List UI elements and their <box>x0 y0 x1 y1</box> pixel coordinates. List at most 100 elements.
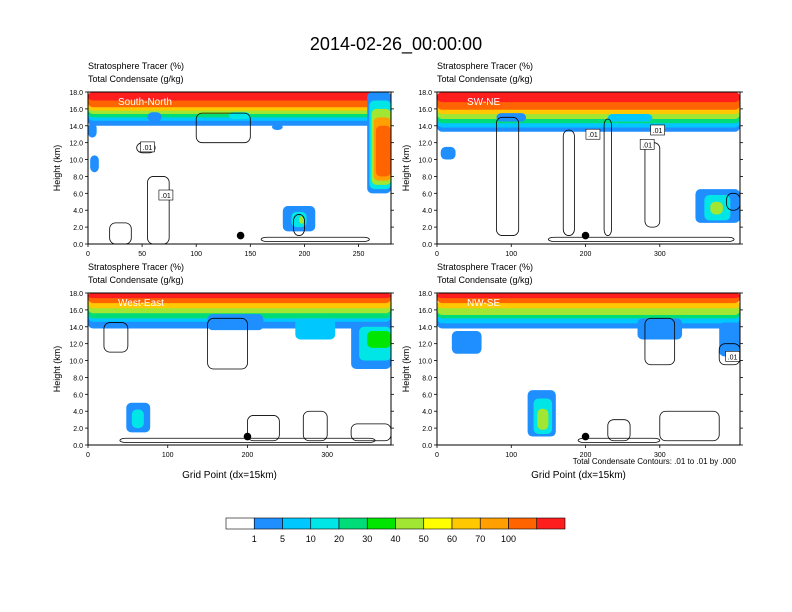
shade-region <box>537 408 549 430</box>
shade-region <box>437 293 740 299</box>
plot-frame <box>87 91 392 245</box>
panel-header-variable: Stratosphere Tracer (%) <box>88 61 184 71</box>
x-tick-label: 100 <box>190 251 202 258</box>
colorbar-swatch <box>451 517 481 530</box>
x-tick-label: 0 <box>435 452 439 459</box>
condensate-contour <box>302 410 328 442</box>
y-tick-label: 16.0 <box>69 107 83 114</box>
colorbar-swatch <box>536 517 566 530</box>
x-axis-label: Grid Point (dx=15km) <box>531 470 626 481</box>
x-tick-label: 300 <box>321 452 333 459</box>
y-tick-label: 14.0 <box>69 325 83 332</box>
colorbar-label: 5 <box>280 534 285 544</box>
contour-label-text: .01 <box>161 193 171 200</box>
y-tick-label: 0.0 <box>73 443 83 450</box>
contour-label: .01 <box>725 351 740 362</box>
condensate-contour <box>103 322 129 353</box>
shade-region <box>375 125 391 177</box>
y-tick-label: 10.0 <box>418 359 432 366</box>
panel-3: 0.0 2.0 4.0 6.0 8.0 10.0 12.0 14.0 16.0 18.0 0 100 2… <box>52 262 394 481</box>
shade-region <box>440 146 456 160</box>
location-marker <box>243 432 252 441</box>
shade-region <box>637 318 683 340</box>
shade-region <box>88 123 97 138</box>
panel-header-variable: Stratosphere Tracer (%) <box>88 262 184 272</box>
colorbar-label: 10 <box>306 534 316 544</box>
y-tick-label: 0.0 <box>422 242 432 249</box>
x-tick-label: 50 <box>138 251 146 258</box>
y-tick-label: 12.0 <box>69 342 83 349</box>
panel-4: .01 0.0 2.0 4.0 6.0 8.0 10.0 12.0 14.0 16.0 18.0 0 1… <box>401 262 743 481</box>
shade-region <box>88 92 391 101</box>
colorbar-label: 50 <box>419 534 429 544</box>
shade-region <box>719 322 740 357</box>
shade-region <box>90 155 99 173</box>
panel-header-condensate: Total Condensate (g/kg) <box>88 74 184 84</box>
condensate-contour <box>147 176 170 244</box>
condensate-contour <box>607 419 631 442</box>
figure-title: 2014-02-26_00:00:00 <box>310 34 482 55</box>
x-tick-label: 0 <box>86 452 90 459</box>
colorbar-label: 100 <box>501 534 516 544</box>
condensate-contour <box>195 112 251 144</box>
colorbar-label: 1 <box>252 534 257 544</box>
panel-header-condensate: Total Condensate (g/kg) <box>437 74 533 84</box>
condensate-contour <box>207 317 248 370</box>
panels: .01.010.02.04.06.08.010.012.014.016.018.… <box>52 61 743 481</box>
colorbar: 1 5 10 20 30 40 50 60 70 100 <box>225 517 566 544</box>
colorbar-swatch <box>338 517 368 530</box>
colorbar-label: 20 <box>334 534 344 544</box>
shade-region <box>131 409 144 429</box>
x-tick-label: 0 <box>86 251 90 258</box>
y-tick-label: 2.0 <box>422 426 432 433</box>
y-tick-label: 6.0 <box>73 191 83 198</box>
panel-title: West-East <box>118 298 164 309</box>
x-tick-label: 200 <box>299 251 311 258</box>
panel-title: SW-NE <box>467 97 500 108</box>
shading <box>88 293 391 443</box>
y-tick-label: 16.0 <box>418 107 432 114</box>
y-tick-label: 8.0 <box>422 174 432 181</box>
colorbar-label: 70 <box>475 534 485 544</box>
y-tick-label: 8.0 <box>73 375 83 382</box>
shade-region <box>710 201 723 215</box>
y-axis-label: Height (km) <box>401 145 411 192</box>
condensate-contour <box>350 423 391 442</box>
panel-header-variable: Stratosphere Tracer (%) <box>437 262 533 272</box>
y-axis-label: Height (km) <box>52 346 62 393</box>
colorbar-swatch <box>282 517 312 530</box>
contour-label-text: .01 <box>588 132 598 139</box>
contour-label: .01 <box>585 128 601 140</box>
location-marker <box>581 432 590 441</box>
condensate-contour <box>293 214 305 236</box>
contour-label-text: .01 <box>728 354 738 361</box>
panel-title: NW-SE <box>467 298 500 309</box>
y-tick-label: 10.0 <box>69 359 83 366</box>
condensate-contour <box>577 437 661 443</box>
y-tick-label: 18.0 <box>418 291 432 298</box>
contour-label: .01 <box>140 141 155 153</box>
condensate-contour <box>603 118 612 236</box>
contour-label-text: .01 <box>653 128 663 135</box>
shade-region <box>451 331 482 354</box>
x-tick-label: 300 <box>654 452 666 459</box>
panel-1: .01 .01 0.0 2.0 4.0 6.0 8.0 10.0 12.0 14.0 16.0 18.… <box>52 61 394 258</box>
footer-note: Total Condensate Contours: .01 to .01 by… <box>573 457 737 466</box>
y-tick-label: 10.0 <box>418 158 432 165</box>
x-axis-label: Grid Point (dx=15km) <box>182 470 277 481</box>
condensate-contour <box>644 317 676 366</box>
y-tick-label: 12.0 <box>69 141 83 148</box>
colorbar-swatch <box>508 517 538 530</box>
x-tick-label: 200 <box>242 452 254 459</box>
y-tick-label: 16.0 <box>69 308 83 315</box>
contour-label-text: .01 <box>143 145 153 152</box>
panel-header-condensate: Total Condensate (g/kg) <box>88 275 184 285</box>
condensate-contour <box>562 129 575 236</box>
colorbar-swatch <box>225 517 255 530</box>
shading <box>437 293 740 443</box>
x-tick-label: 100 <box>162 452 174 459</box>
condensate-contour <box>659 410 720 442</box>
y-tick-label: 0.0 <box>73 242 83 249</box>
condensate-contour <box>260 236 370 242</box>
shading <box>88 92 391 244</box>
